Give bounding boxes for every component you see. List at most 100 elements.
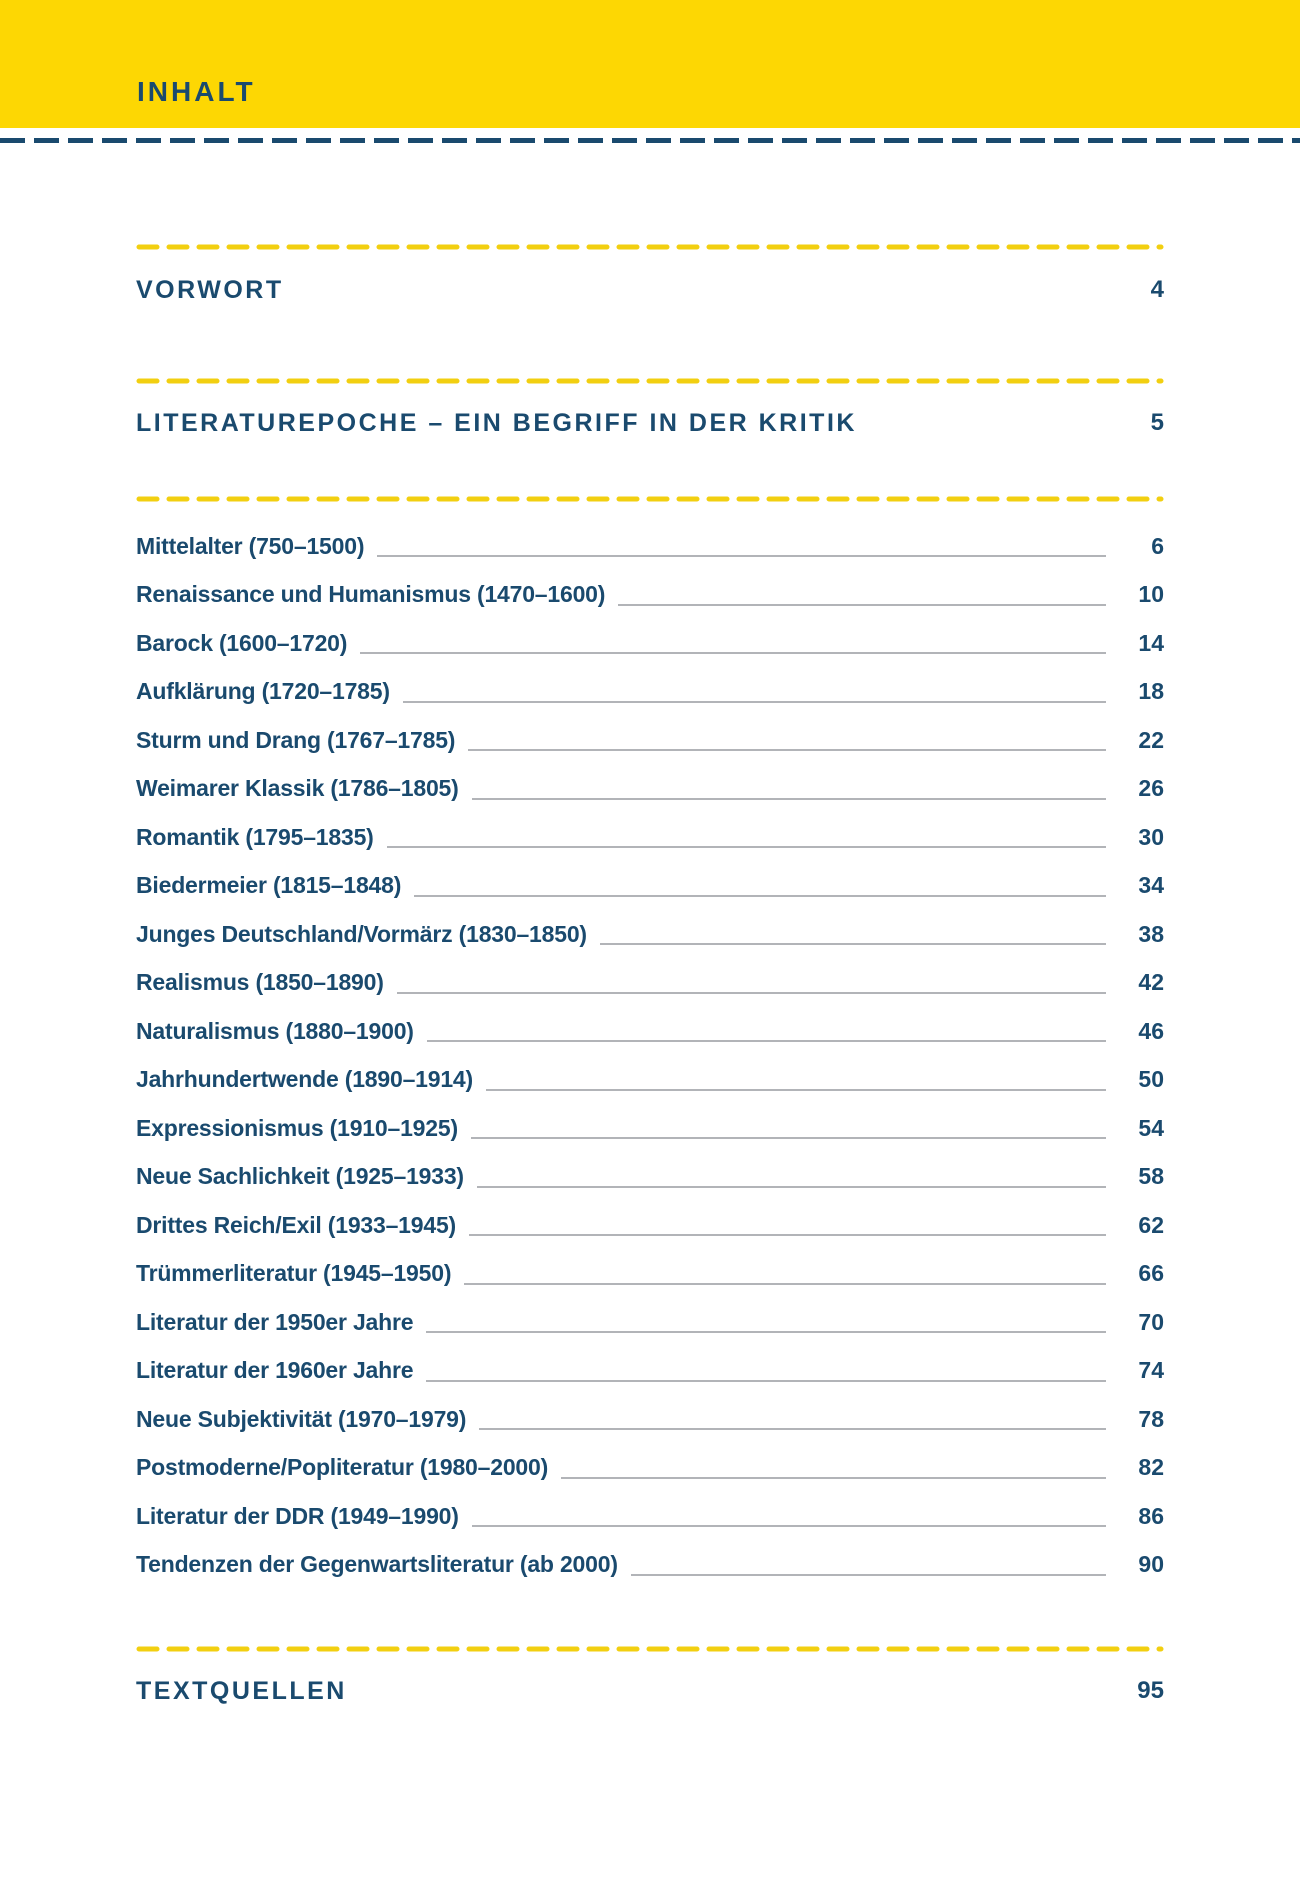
toc-item: Biedermeier (1815–1848) 34 bbox=[136, 862, 1164, 911]
section-divider-dashed-line bbox=[136, 1646, 1164, 1652]
toc-item: Literatur der 1950er Jahre 70 bbox=[136, 1298, 1164, 1347]
toc-item-label: Postmoderne/Popliteratur (1980–2000) bbox=[136, 1454, 549, 1481]
section-row-vorwort: VORWORT 4 bbox=[136, 270, 1164, 310]
toc-item-label: Barock (1600–1720) bbox=[136, 629, 348, 656]
header-divider-dashed-line bbox=[0, 138, 1300, 143]
content: VORWORT 4 LITERATUREPOCHE – EIN BEGRIFF … bbox=[136, 244, 1164, 1711]
toc-item-label: Literatur der 1960er Jahre bbox=[136, 1357, 414, 1384]
leader-line bbox=[396, 991, 1106, 994]
leader-line bbox=[470, 1137, 1106, 1139]
toc-item-page: 70 bbox=[1138, 1308, 1164, 1335]
toc-item-label: Literatur der DDR (1949–1990) bbox=[136, 1502, 459, 1529]
toc-item: Literatur der DDR (1949–1990) 86 bbox=[136, 1492, 1164, 1541]
toc-item-page: 14 bbox=[1138, 629, 1164, 656]
toc-item: Neue Sachlichkeit (1925–1933) 58 bbox=[136, 1153, 1164, 1202]
toc-item-label: Neue Subjektivität (1970–1979) bbox=[136, 1405, 467, 1432]
leader-line bbox=[561, 1476, 1106, 1479]
toc-item-page: 46 bbox=[1138, 1017, 1164, 1044]
toc-item-page: 54 bbox=[1138, 1114, 1164, 1141]
toc-item: Literatur der 1960er Jahre 74 bbox=[136, 1347, 1164, 1396]
toc-item: Trümmerliteratur (1945–1950) 66 bbox=[136, 1250, 1164, 1299]
toc-list: Mittelalter (750–1500) 6 Renaissance und… bbox=[136, 502, 1164, 1589]
leader-line bbox=[402, 700, 1106, 703]
toc-item-page: 78 bbox=[1138, 1405, 1164, 1432]
section-divider-dashed-line bbox=[136, 378, 1164, 384]
toc-item-label: Trümmerliteratur (1945–1950) bbox=[136, 1260, 452, 1287]
toc-item-page: 38 bbox=[1138, 920, 1164, 947]
toc-item-label: Literatur der 1950er Jahre bbox=[136, 1308, 414, 1335]
leader-line bbox=[630, 1573, 1106, 1576]
leader-line bbox=[486, 1088, 1106, 1091]
toc-item: Realismus (1850–1890) 42 bbox=[136, 959, 1164, 1008]
toc-item: Naturalismus (1880–1900) 46 bbox=[136, 1007, 1164, 1056]
leader-line bbox=[377, 555, 1106, 557]
toc-item-label: Jahrhundertwende (1890–1914) bbox=[136, 1066, 473, 1093]
toc-item-page: 30 bbox=[1138, 823, 1164, 850]
toc-item: Postmoderne/Popliteratur (1980–2000) 82 bbox=[136, 1444, 1164, 1493]
leader-line bbox=[414, 894, 1106, 897]
toc-item-page: 22 bbox=[1138, 726, 1164, 753]
toc-item-page: 82 bbox=[1138, 1454, 1164, 1481]
section-page-number: 5 bbox=[1150, 409, 1164, 436]
leader-line bbox=[471, 1525, 1106, 1527]
toc-item-label: Aufklärung (1720–1785) bbox=[136, 678, 390, 705]
section-label: LITERATUREPOCHE – EIN BEGRIFF IN DER KRI… bbox=[136, 408, 857, 437]
toc-item-label: Romantik (1795–1835) bbox=[136, 823, 374, 850]
toc-item-page: 58 bbox=[1138, 1163, 1164, 1190]
toc-item-page: 66 bbox=[1138, 1260, 1164, 1287]
leader-line bbox=[479, 1428, 1106, 1430]
toc-item-page: 74 bbox=[1138, 1357, 1164, 1384]
section-label: VORWORT bbox=[136, 275, 284, 304]
toc-item-page: 10 bbox=[1138, 581, 1164, 608]
leader-line bbox=[471, 797, 1106, 800]
toc-item-page: 34 bbox=[1138, 872, 1164, 899]
toc-item-page: 50 bbox=[1138, 1066, 1164, 1093]
toc-item-label: Weimarer Klassik (1786–1805) bbox=[136, 775, 459, 802]
leader-line bbox=[464, 1282, 1106, 1285]
section-divider-dashed-line bbox=[136, 244, 1164, 250]
toc-item: Drittes Reich/Exil (1933–1945) 62 bbox=[136, 1201, 1164, 1250]
page-title: INHALT bbox=[137, 76, 256, 107]
toc-item: Jahrhundertwende (1890–1914) 50 bbox=[136, 1056, 1164, 1105]
leader-line bbox=[386, 846, 1106, 848]
toc-item-page: 18 bbox=[1138, 678, 1164, 705]
section-page-number: 95 bbox=[1137, 1677, 1164, 1704]
toc-item-label: Sturm und Drang (1767–1785) bbox=[136, 726, 456, 753]
toc-item-label: Drittes Reich/Exil (1933–1945) bbox=[136, 1211, 457, 1238]
toc-item: Romantik (1795–1835) 30 bbox=[136, 813, 1164, 862]
leader-line bbox=[426, 1331, 1106, 1333]
toc-item: Tendenzen der Gegenwartsliteratur (ab 20… bbox=[136, 1541, 1164, 1590]
toc-item-page: 90 bbox=[1138, 1551, 1164, 1578]
leader-line bbox=[599, 943, 1106, 945]
section-divider-dashed-line bbox=[136, 496, 1164, 502]
toc-item: Renaissance und Humanismus (1470–1600) 1… bbox=[136, 571, 1164, 620]
section-label: TEXTQUELLEN bbox=[136, 1676, 347, 1705]
leader-line bbox=[426, 1379, 1106, 1382]
toc-item-label: Renaissance und Humanismus (1470–1600) bbox=[136, 581, 606, 608]
header-band: INHALT bbox=[0, 0, 1300, 128]
toc-item-page: 42 bbox=[1138, 969, 1164, 996]
leader-line bbox=[469, 1234, 1106, 1236]
toc-item-page: 86 bbox=[1138, 1502, 1164, 1529]
toc-item-page: 6 bbox=[1151, 532, 1164, 559]
toc-item: Junges Deutschland/Vormärz (1830–1850) 3… bbox=[136, 910, 1164, 959]
toc-item-label: Mittelalter (750–1500) bbox=[136, 532, 365, 559]
section-page-number: 4 bbox=[1150, 276, 1164, 303]
toc-item-label: Naturalismus (1880–1900) bbox=[136, 1017, 414, 1044]
toc-item: Neue Subjektivität (1970–1979) 78 bbox=[136, 1395, 1164, 1444]
toc-item-page: 26 bbox=[1138, 775, 1164, 802]
toc-item-label: Realismus (1850–1890) bbox=[136, 969, 384, 996]
toc-item: Expressionismus (1910–1925) 54 bbox=[136, 1104, 1164, 1153]
toc-item-label: Junges Deutschland/Vormärz (1830–1850) bbox=[136, 920, 587, 947]
toc-item-page: 62 bbox=[1138, 1211, 1164, 1238]
toc-item-label: Biedermeier (1815–1848) bbox=[136, 872, 402, 899]
leader-line bbox=[360, 652, 1106, 654]
toc-item: Weimarer Klassik (1786–1805) 26 bbox=[136, 765, 1164, 814]
section-row-literaturepoche: LITERATUREPOCHE – EIN BEGRIFF IN DER KRI… bbox=[136, 403, 1164, 443]
toc-item: Barock (1600–1720) 14 bbox=[136, 619, 1164, 668]
toc-item: Mittelalter (750–1500) 6 bbox=[136, 522, 1164, 571]
leader-line bbox=[468, 749, 1106, 751]
toc-item: Aufklärung (1720–1785) 18 bbox=[136, 668, 1164, 717]
toc-item-label: Tendenzen der Gegenwartsliteratur (ab 20… bbox=[136, 1551, 618, 1578]
toc-item: Sturm und Drang (1767–1785) 22 bbox=[136, 716, 1164, 765]
